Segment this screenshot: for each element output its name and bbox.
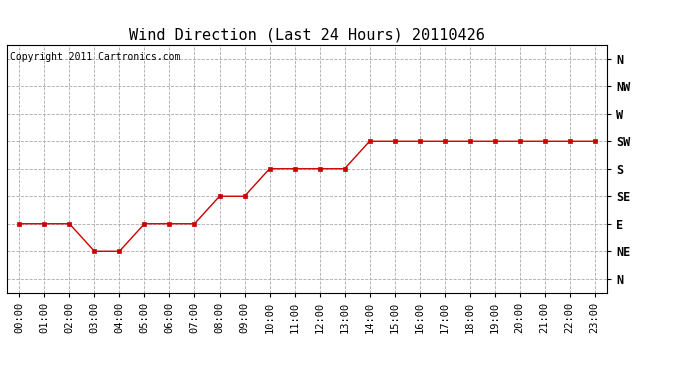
Text: Copyright 2011 Cartronics.com: Copyright 2011 Cartronics.com [10, 53, 180, 62]
Title: Wind Direction (Last 24 Hours) 20110426: Wind Direction (Last 24 Hours) 20110426 [129, 27, 485, 42]
